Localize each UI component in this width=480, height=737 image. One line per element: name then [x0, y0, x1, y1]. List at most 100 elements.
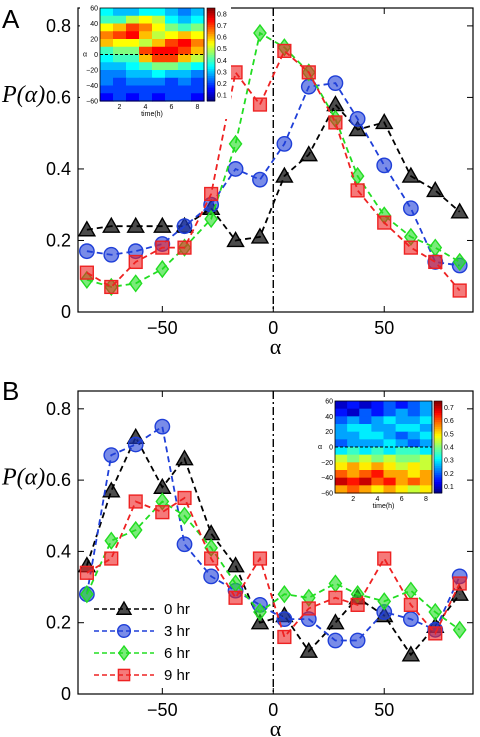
y-tick-label: 0.8	[46, 399, 71, 419]
heatmap-cell	[178, 62, 192, 71]
heatmap-cell	[347, 401, 360, 410]
heatmap-cell	[419, 462, 433, 471]
colorbar-segment	[434, 479, 442, 482]
data-point	[103, 246, 120, 263]
heatmap-cell	[191, 39, 205, 48]
colorbar-segment	[434, 463, 442, 466]
data-point	[250, 613, 270, 630]
colorbar-segment	[434, 472, 442, 476]
legend-label: 3 hr	[164, 623, 190, 640]
data-point	[328, 115, 343, 130]
colorbar-segment	[207, 14, 215, 18]
colorbar-segment	[207, 38, 215, 42]
heatmap-cell	[139, 23, 153, 32]
colorbar-tick: 0.8	[217, 11, 227, 18]
colorbar-segment	[434, 440, 442, 443]
data-point	[452, 620, 467, 640]
heatmap-cell	[139, 31, 153, 40]
heatmap-cell	[359, 431, 372, 440]
colorbar-segment	[434, 486, 442, 489]
heatmap-cell	[165, 93, 179, 102]
data-point	[277, 585, 292, 604]
heatmap-cell	[113, 54, 127, 63]
colorbar-segment	[207, 31, 215, 35]
data-point	[77, 220, 97, 237]
x-tick-label: 50	[374, 700, 394, 720]
panel-label: A	[2, 4, 20, 34]
inset-x-tick: 2	[351, 496, 355, 503]
inset-y-tick: 60	[90, 6, 98, 13]
colorbar-segment	[434, 414, 442, 418]
colorbar-segment	[434, 426, 442, 430]
heatmap-cell	[407, 470, 421, 479]
heatmap-cell	[165, 31, 179, 40]
data-point	[428, 254, 443, 270]
heatmap-cell	[347, 477, 360, 486]
colorbar-segment	[434, 435, 442, 439]
data-point	[176, 536, 193, 553]
heatmap-cell	[371, 431, 385, 440]
series-9-hr	[79, 490, 467, 645]
data-point	[102, 216, 121, 233]
colorbar-segment	[207, 54, 215, 58]
heatmap-cell	[395, 416, 409, 425]
heatmap-cell	[395, 431, 409, 440]
data-point	[155, 240, 170, 255]
heatmap-cell	[359, 416, 372, 425]
colorbar-segment	[434, 467, 442, 471]
heatmap-cell	[113, 93, 127, 102]
data-point	[127, 436, 144, 453]
colorbar-segment	[434, 412, 442, 416]
colorbar-segment	[207, 45, 215, 49]
legend-marker	[117, 644, 131, 662]
data-point	[327, 75, 344, 92]
colorbar-segment	[207, 33, 215, 37]
colorbar-segment	[434, 444, 442, 448]
heatmap-cell	[191, 46, 205, 56]
heatmap-cell	[100, 62, 114, 71]
heatmap-cell	[383, 401, 397, 410]
data-point	[103, 447, 120, 464]
heatmap-cell	[100, 8, 114, 17]
heatmap-cell	[347, 447, 360, 456]
colorbar-segment	[434, 481, 442, 485]
y-tick-label: 0.4	[46, 159, 71, 179]
heatmap-cell	[100, 31, 114, 40]
heatmap-cell	[419, 454, 433, 463]
heatmap-cell	[139, 85, 153, 94]
heatmap-cell	[335, 416, 348, 425]
heatmap-cell	[347, 408, 360, 417]
colorbar-tick: 0.2	[217, 81, 227, 88]
heatmap-cell	[152, 77, 166, 87]
legend-label: 9 hr	[164, 667, 190, 684]
heatmap-cell	[152, 31, 166, 40]
plot-frame	[77, 390, 474, 695]
heatmap-cell	[191, 62, 205, 71]
inset-x-tick: 6	[400, 496, 404, 503]
colorbar-segment	[434, 421, 442, 425]
inset-y-tick: 60	[325, 399, 333, 406]
data-point	[126, 216, 145, 233]
y-tick-label: 0	[61, 684, 71, 704]
heatmap-cell	[407, 454, 421, 463]
heatmap-cell	[100, 39, 114, 48]
heatmap-cell	[407, 447, 421, 456]
heatmap-cell	[371, 424, 385, 433]
heatmap-cell	[178, 23, 192, 32]
data-point	[326, 613, 345, 630]
heatmap-cell	[335, 462, 348, 471]
heatmap-cell	[126, 31, 140, 40]
colorbar-segment	[207, 89, 215, 93]
heatmap-cell	[178, 39, 192, 48]
data-point	[301, 65, 316, 80]
data-point	[155, 505, 170, 520]
heatmap-cell	[165, 70, 179, 79]
data-point	[153, 216, 172, 233]
data-point	[401, 166, 421, 183]
heatmap-cell	[419, 447, 433, 456]
colorbar-segment	[207, 66, 215, 69]
data-point	[403, 597, 418, 612]
heatmap-cell	[347, 424, 360, 433]
y-tick-label: 0.2	[46, 613, 71, 633]
heatmap-cell	[152, 70, 166, 79]
